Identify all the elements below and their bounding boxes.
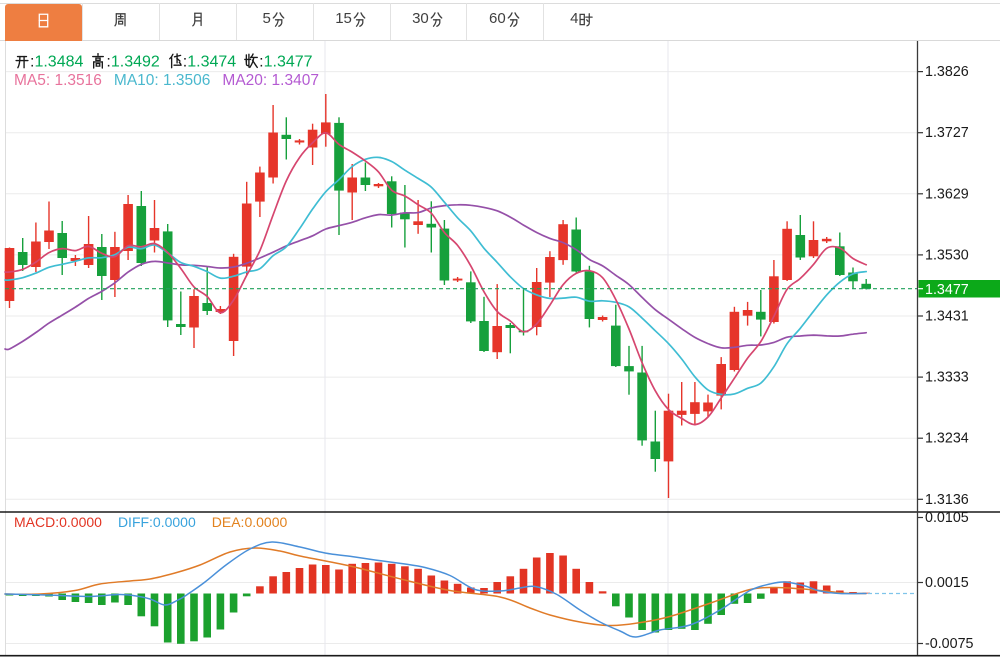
svg-text:1.3431: 1.3431: [925, 309, 969, 325]
svg-text:1.3477: 1.3477: [925, 282, 969, 298]
svg-text:1.3727: 1.3727: [925, 125, 969, 141]
svg-text:1.3826: 1.3826: [925, 64, 969, 80]
svg-text:1.3234: 1.3234: [925, 431, 969, 447]
svg-text:1.3629: 1.3629: [925, 186, 969, 202]
svg-text:0.0015: 0.0015: [925, 575, 969, 591]
svg-text:1.3136: 1.3136: [925, 492, 969, 508]
svg-text:-0.0075: -0.0075: [925, 636, 974, 652]
svg-text:0.0105: 0.0105: [925, 510, 969, 526]
svg-text:1.3530: 1.3530: [925, 247, 969, 263]
svg-text:1.3333: 1.3333: [925, 370, 969, 386]
